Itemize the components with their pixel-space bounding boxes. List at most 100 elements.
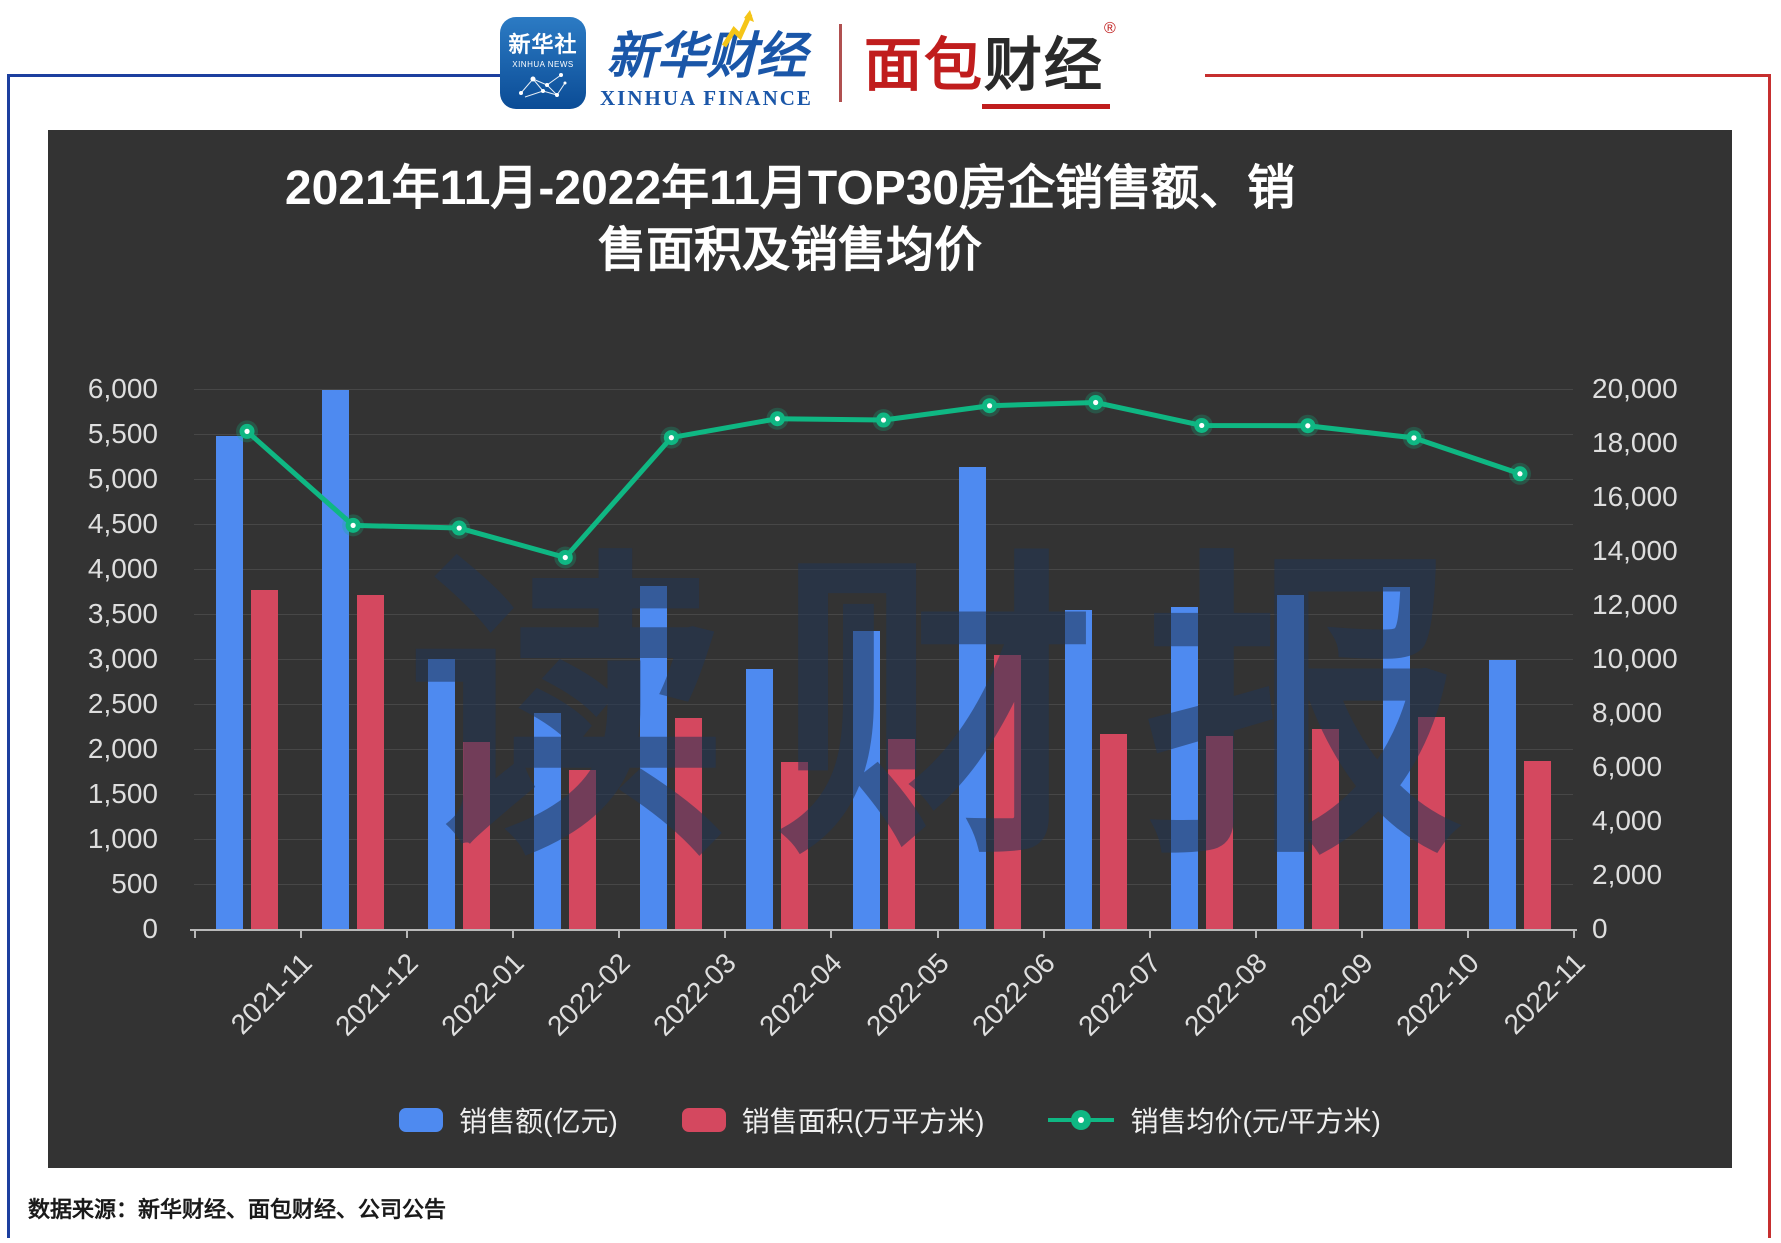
right-axis-label-0: 0 — [1592, 913, 1608, 944]
bar-销售面积(万平方米)-2021-11 — [251, 589, 279, 929]
price-marker-center-2022-11 — [1517, 471, 1523, 477]
price-marker-center-2022-10 — [1411, 435, 1417, 441]
legend-line-dot — [1071, 1110, 1092, 1130]
right-axis-label-8000: 8,000 — [1592, 697, 1663, 728]
price-marker-center-2022-03 — [668, 435, 674, 441]
logo-divider — [838, 24, 842, 102]
legend-label-销售均价(元/平方米): 销售均价(元/平方米) — [1130, 1106, 1381, 1137]
bar-销售额(亿元)-2022-06 — [958, 467, 986, 929]
bar-销售面积(万平方米)-2022-05 — [887, 739, 915, 929]
legend-label-销售额(亿元): 销售额(亿元) — [459, 1106, 618, 1137]
bar-销售面积(万平方米)-2022-07 — [1099, 733, 1127, 929]
bar-销售面积(万平方米)-2022-04 — [781, 761, 809, 929]
xinhua-finance-logo-cn: 新华财经 — [606, 9, 806, 88]
legend-item-销售额(亿元): 销售额(亿元) — [399, 1100, 618, 1140]
x-axis-tick-3 — [512, 929, 515, 938]
bar-销售面积(万平方米)-2022-02 — [569, 769, 597, 929]
gridline-2000 — [194, 749, 1573, 750]
left-axis-label-2500: 2,500 — [87, 688, 158, 719]
bar-销售额(亿元)-2022-11 — [1488, 659, 1516, 929]
price-marker-center-2021-12 — [350, 522, 356, 528]
price-marker-center-2022-04 — [774, 416, 781, 422]
bar-销售面积(万平方米)-2022-03 — [675, 718, 703, 929]
frame-border-right — [1768, 74, 1771, 1238]
price-marker-center-2022-01 — [456, 525, 462, 531]
bar-销售面积(万平方米)-2022-09 — [1311, 729, 1339, 929]
left-axis-label-1000: 1,000 — [87, 823, 158, 854]
bar-销售面积(万平方米)-2022-10 — [1417, 716, 1445, 929]
gridline-6000 — [194, 389, 1573, 390]
bar-销售额(亿元)-2021-11 — [216, 435, 244, 929]
frame-border-left — [7, 74, 10, 1238]
x-axis-tick-9 — [1148, 929, 1151, 938]
right-axis-label-20000: 20,000 — [1592, 373, 1678, 404]
left-axis-label-4000: 4,000 — [87, 553, 158, 584]
xinhua-finance-logo-en: XINHUA FINANCE — [600, 85, 813, 110]
bar-销售额(亿元)-2022-07 — [1064, 610, 1092, 929]
right-axis-label-6000: 6,000 — [1592, 751, 1663, 782]
bar-销售额(亿元)-2021-12 — [322, 389, 350, 929]
x-axis-tick-7 — [936, 929, 939, 938]
right-axis-label-4000: 4,000 — [1592, 805, 1663, 836]
gridline-3500 — [194, 614, 1573, 615]
gridline-3000 — [194, 659, 1573, 660]
chart-title: 2021年11月-2022年11月TOP30房企销售额、销 售面积及销售均价 — [284, 162, 1296, 277]
bar-销售面积(万平方米)-2022-06 — [993, 654, 1021, 929]
bar-销售额(亿元)-2022-09 — [1276, 595, 1304, 929]
right-axis-label-18000: 18,000 — [1592, 427, 1678, 458]
bar-销售额(亿元)-2022-08 — [1170, 606, 1198, 929]
left-axis-label-2000: 2,000 — [87, 733, 158, 764]
xinhua-finance-logo: 新华财经 XINHUA FINANCE — [600, 9, 813, 111]
bar-销售额(亿元)-2022-04 — [746, 668, 774, 929]
bar-销售面积(万平方米)-2022-11 — [1523, 760, 1551, 929]
price-marker-center-2022-07 — [1093, 399, 1099, 406]
bar-销售额(亿元)-2022-05 — [852, 631, 880, 929]
frame-border-top-left — [7, 74, 505, 77]
right-axis-label-10000: 10,000 — [1592, 643, 1678, 674]
mianbao-logo-dark-text: 财经 — [983, 32, 1104, 98]
left-axis-label-3000: 3,000 — [87, 643, 158, 674]
left-axis-label-3500: 3,500 — [87, 598, 158, 629]
bar-销售额(亿元)-2022-01 — [428, 659, 456, 929]
gridline-1500 — [194, 794, 1573, 795]
x-axis-tick-10 — [1254, 929, 1257, 938]
mianbao-finance-logo: 面包 财经 ® — [864, 18, 1116, 109]
gridline-5500 — [194, 434, 1573, 435]
bar-销售额(亿元)-2022-02 — [534, 713, 562, 929]
x-axis-tick-4 — [618, 929, 621, 938]
xinhua-news-logo-en: XINHUA NEWS — [512, 60, 574, 69]
bar-销售面积(万平方米)-2021-12 — [357, 595, 385, 929]
lightning-arrow-icon — [722, 9, 755, 47]
mianbao-logo-underline — [981, 103, 1110, 109]
legend-label-销售面积(万平方米): 销售面积(万平方米) — [741, 1106, 985, 1137]
left-axis-label-6000: 6,000 — [87, 373, 158, 404]
x-axis-tick-1 — [300, 929, 303, 938]
left-axis-label-5500: 5,500 — [87, 418, 158, 449]
header: 新华社 XINHUA NEWS 新华财经 — [500, 8, 1116, 118]
right-axis-label-16000: 16,000 — [1592, 481, 1678, 512]
left-axis-label-500: 500 — [111, 868, 158, 899]
gridline-5000 — [194, 479, 1573, 480]
price-marker-center-2022-02 — [562, 554, 568, 561]
x-axis-tick-2 — [406, 929, 409, 938]
gridline-1000 — [194, 839, 1573, 840]
legend-swatch-销售额(亿元) — [399, 1108, 444, 1132]
mianbao-logo-red-text: 面包 — [863, 32, 984, 98]
gridline-4500 — [194, 524, 1573, 525]
x-axis-tick-13 — [1573, 929, 1575, 938]
xinhua-news-logo-icon: 新华社 XINHUA NEWS — [500, 17, 586, 109]
bar-销售额(亿元)-2022-10 — [1382, 587, 1410, 929]
gridline-4000 — [194, 569, 1573, 570]
right-axis-label-14000: 14,000 — [1592, 535, 1678, 566]
gridline-2500 — [194, 704, 1573, 705]
frame-border-top-right — [1205, 74, 1771, 77]
price-marker-center-2022-05 — [880, 417, 887, 423]
bar-销售额(亿元)-2022-03 — [640, 586, 668, 929]
left-axis-label-0: 0 — [142, 913, 158, 944]
price-marker-center-2022-09 — [1305, 423, 1311, 429]
network-globe-icon — [519, 73, 567, 98]
chart-legend: 销售额(亿元) 销售面积(万平方米) 销售均价(元/平方米) — [48, 1100, 1732, 1140]
legend-item-销售面积(万平方米): 销售面积(万平方米) — [681, 1100, 985, 1140]
